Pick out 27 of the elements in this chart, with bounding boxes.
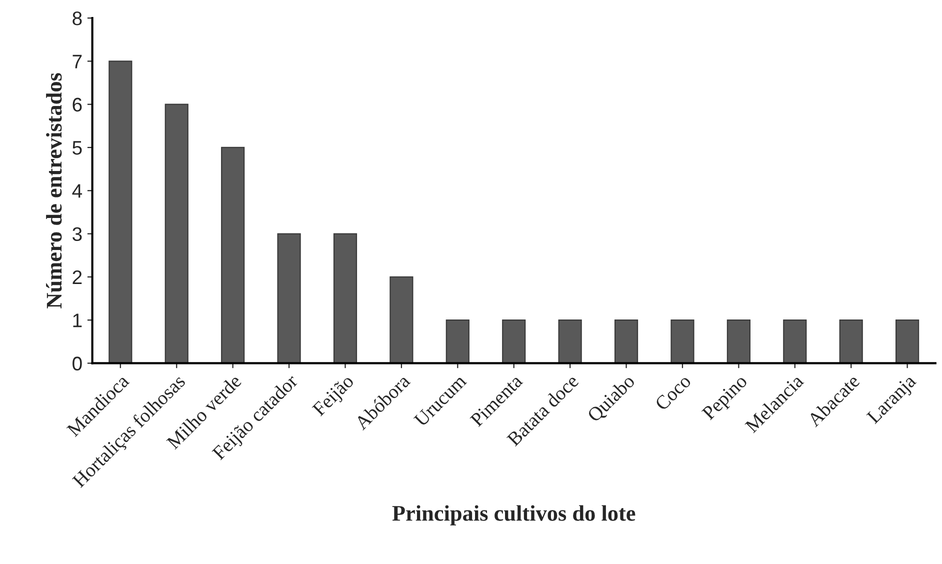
y-tick-label: 4 <box>72 184 82 198</box>
bar <box>277 233 301 364</box>
y-tick-label: 6 <box>72 98 82 112</box>
bar <box>390 276 414 364</box>
y-tick-label: 0 <box>72 356 82 370</box>
bar <box>221 146 245 364</box>
bar <box>726 320 750 364</box>
y-axis-title: Número de entrevistados <box>46 73 62 308</box>
bar <box>670 320 694 364</box>
x-tick-label: Coco <box>654 374 692 412</box>
bar <box>783 320 807 364</box>
bar <box>108 60 132 364</box>
y-tick-label: 8 <box>72 12 82 26</box>
y-tick-label: 3 <box>72 227 82 242</box>
bar <box>502 320 526 364</box>
bar <box>558 320 582 364</box>
y-tick-label: 7 <box>72 54 82 68</box>
y-tick-label: 5 <box>72 141 82 155</box>
bar <box>896 320 920 364</box>
x-axis-title: Principais cultivos do lote <box>392 505 636 526</box>
bar <box>164 104 188 364</box>
y-tick-label: 1 <box>73 314 82 328</box>
bar <box>333 233 358 364</box>
y-tick-label: 2 <box>72 270 82 284</box>
bar <box>839 320 863 364</box>
bar <box>614 320 638 364</box>
bar <box>446 320 470 364</box>
